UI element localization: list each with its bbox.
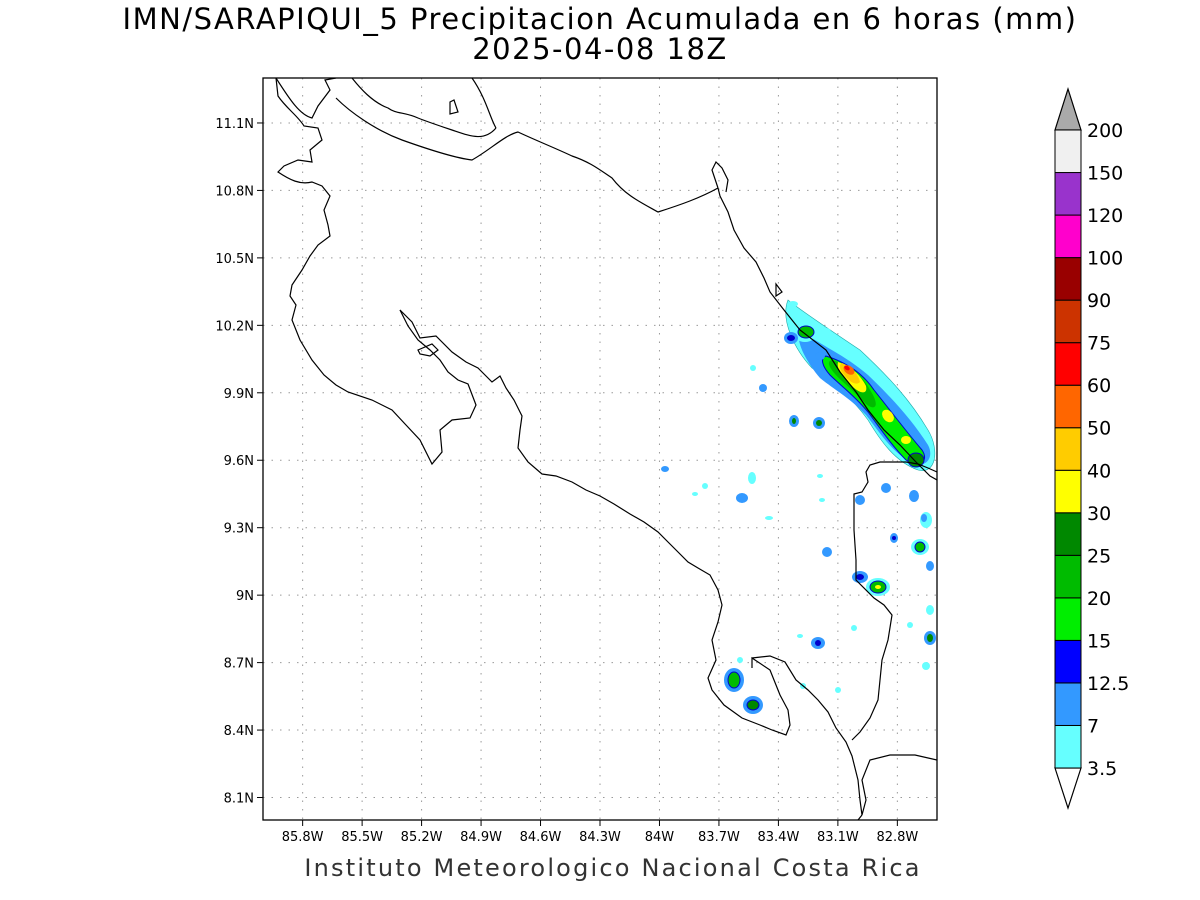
colorbar-level-label: 150	[1087, 163, 1123, 185]
colorbar-level-label: 30	[1087, 503, 1111, 525]
lat-tick-label: 9.3N	[224, 522, 254, 537]
colorbar-level-label: 90	[1087, 290, 1111, 312]
colorbar-swatch	[1054, 724, 1082, 769]
colorbar-level-label: 3.5	[1087, 758, 1117, 780]
colorbar-swatch	[1054, 342, 1082, 386]
lat-tick-label: 9.9N	[224, 387, 254, 402]
lat-tick-label: 8.1N	[224, 792, 254, 807]
colorbar-swatch	[1054, 597, 1082, 641]
lat-tick-label: 10.5N	[215, 252, 254, 267]
colorbar: 3.5 7 12.5 15 20 25 30 40 50 60 75 90 100 120 150 200	[1054, 87, 1129, 810]
colorbar-swatch	[1054, 129, 1082, 174]
lat-tick-label: 10.2N	[215, 319, 254, 334]
colorbar-upper-arrow	[1054, 87, 1082, 131]
colorbar-swatch	[1054, 384, 1082, 429]
colorbar-level-label: 75	[1087, 333, 1111, 355]
map-subtitle: 2025-04-08 18Z	[472, 32, 728, 66]
colorbar-swatch	[1054, 682, 1082, 726]
map-axes: 85.8W 85.5W 85.2W 84.9W 84.6W 84.3W 84W 83.7W 83…	[215, 117, 918, 845]
colorbar-level-label: 100	[1087, 248, 1123, 270]
lon-tick-label: 84W	[645, 830, 675, 845]
colorbar-level-label: 25	[1087, 545, 1111, 567]
lat-tick-label: 9N	[236, 589, 254, 604]
coastline	[275, 78, 937, 820]
map-grid	[263, 78, 937, 820]
colorbar-level-label: 12.5	[1087, 673, 1129, 695]
lat-tick-label: 9.6N	[224, 454, 254, 469]
colorbar-swatch	[1054, 512, 1082, 556]
precipitation-field	[661, 299, 936, 714]
lon-tick-label: 83.4W	[758, 830, 800, 845]
colorbar-swatch	[1054, 639, 1082, 684]
colorbar-swatch	[1054, 257, 1082, 301]
colorbar-level-label: 7	[1087, 715, 1099, 737]
map-title: IMN/SARAPIQUI_5 Precipitacion Acumulada …	[122, 2, 1078, 36]
lat-tick-label: 11.1N	[215, 117, 254, 132]
map-frame	[262, 77, 938, 821]
rain-cells-scattered	[661, 301, 936, 714]
colorbar-swatch	[1054, 554, 1082, 599]
colorbar-level-label: 20	[1087, 588, 1111, 610]
lon-tick-label: 84.3W	[579, 830, 621, 845]
colorbar-level-label: 40	[1087, 460, 1111, 482]
colorbar-swatch	[1054, 214, 1082, 259]
colorbar-swatch	[1054, 469, 1082, 514]
lon-tick-label: 82.8W	[876, 830, 918, 845]
lon-tick-label: 85.8W	[282, 830, 324, 845]
lat-tick-label: 8.7N	[224, 657, 254, 672]
lon-tick-label: 83.7W	[698, 830, 740, 845]
colorbar-lower-arrow	[1054, 767, 1082, 810]
colorbar-level-label: 120	[1087, 205, 1123, 227]
lat-tick-label: 8.4N	[224, 724, 254, 739]
lon-tick-label: 83.1W	[817, 830, 859, 845]
lon-tick-label: 84.6W	[520, 830, 562, 845]
lon-tick-label: 85.2W	[401, 830, 443, 845]
colorbar-level-label: 15	[1087, 630, 1111, 652]
colorbar-level-label: 200	[1087, 120, 1123, 142]
credit-line: Instituto Meteorologico Nacional Costa R…	[304, 854, 922, 882]
lon-tick-label: 85.5W	[341, 830, 383, 845]
colorbar-swatch	[1054, 299, 1082, 344]
colorbar-swatch	[1054, 427, 1082, 471]
colorbar-swatch	[1054, 172, 1082, 216]
lat-tick-label: 10.8N	[215, 184, 254, 199]
colorbar-level-label: 60	[1087, 375, 1111, 397]
lon-tick-label: 84.9W	[460, 830, 502, 845]
colorbar-level-label: 50	[1087, 418, 1111, 440]
